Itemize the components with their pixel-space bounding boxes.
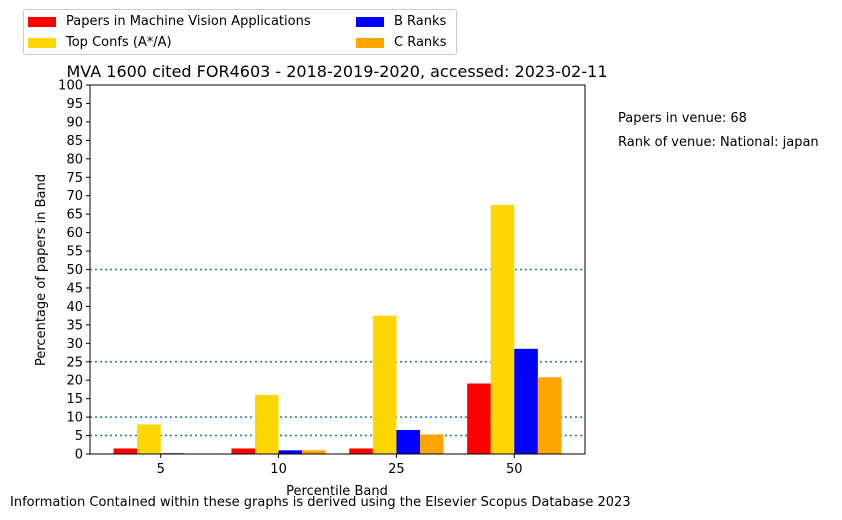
x-tick-label: 50 bbox=[506, 462, 523, 477]
y-tick-label: 70 bbox=[66, 189, 83, 204]
bar-s1-c0 bbox=[137, 424, 161, 454]
bar-s3-c2 bbox=[420, 434, 444, 454]
y-tick-label: 45 bbox=[66, 281, 83, 296]
footer-note: Information Contained within these graph… bbox=[10, 495, 631, 510]
legend-swatch-mva bbox=[28, 16, 56, 27]
legend-label-b-ranks: B Ranks bbox=[394, 14, 447, 29]
legend-item-top-confs: Top Confs (A*/A) bbox=[28, 35, 172, 51]
bar-s0-c3 bbox=[467, 383, 491, 454]
y-tick-label: 25 bbox=[66, 355, 83, 370]
y-tick-label: 50 bbox=[66, 263, 83, 278]
y-tick-label: 90 bbox=[66, 115, 83, 130]
rank-of-venue: Rank of venue: National: japan bbox=[618, 135, 819, 150]
bar-s3-c1 bbox=[302, 450, 326, 454]
bar-s1-c2 bbox=[372, 315, 397, 454]
y-tick-label: 95 bbox=[66, 97, 83, 112]
bar-s0-c0 bbox=[113, 448, 138, 454]
x-tick-label: 10 bbox=[270, 462, 287, 477]
bar-s2-c3 bbox=[514, 348, 538, 454]
legend-item-c-ranks: C Ranks bbox=[356, 35, 446, 51]
legend-item-b-ranks: B Ranks bbox=[356, 14, 446, 30]
y-axis-label: Percentage of papers in Band bbox=[34, 174, 49, 366]
legend-label-top-confs: Top Confs (A*/A) bbox=[66, 35, 172, 50]
papers-in-venue: Papers in venue: 68 bbox=[618, 111, 747, 126]
legend-swatch-c-ranks bbox=[356, 37, 384, 48]
y-tick-label: 80 bbox=[66, 152, 83, 167]
bar-s1-c3 bbox=[490, 204, 515, 454]
y-tick-label: 85 bbox=[66, 134, 83, 149]
y-tick-label: 5 bbox=[75, 429, 83, 444]
y-tick-label: 20 bbox=[66, 374, 83, 389]
x-axis: 5 10 25 50 bbox=[157, 454, 523, 477]
bar-s2-c2 bbox=[396, 430, 420, 454]
y-tick-label: 65 bbox=[66, 208, 83, 223]
bar-s2-c1 bbox=[278, 450, 303, 454]
legend-item-mva: Papers in Machine Vision Applications bbox=[28, 14, 311, 30]
y-tick-label: 35 bbox=[66, 318, 83, 333]
legend-swatch-top-confs bbox=[28, 37, 56, 48]
y-tick-label: 100 bbox=[58, 79, 83, 94]
y-tick-label: 30 bbox=[66, 337, 83, 352]
bar-s0-c1 bbox=[231, 448, 255, 454]
x-tick-label: 5 bbox=[157, 462, 165, 477]
y-tick-label: 55 bbox=[66, 245, 83, 260]
bar-s3-c3 bbox=[537, 377, 562, 454]
y-tick-label: 15 bbox=[66, 392, 83, 407]
y-tick-label: 10 bbox=[66, 411, 83, 426]
bar-s0-c2 bbox=[349, 448, 373, 454]
chart-title: MVA 1600 cited FOR4603 - 2018-2019-2020,… bbox=[67, 62, 608, 81]
bar-s1-c1 bbox=[255, 394, 279, 454]
legend-label-c-ranks: C Ranks bbox=[394, 35, 447, 50]
y-tick-label: 60 bbox=[66, 226, 83, 241]
legend: Papers in Machine Vision Applications To… bbox=[23, 9, 457, 55]
bars bbox=[113, 204, 562, 454]
legend-swatch-b-ranks bbox=[356, 16, 384, 27]
x-tick-label: 25 bbox=[388, 462, 405, 477]
legend-label-mva: Papers in Machine Vision Applications bbox=[66, 14, 311, 29]
y-tick-label: 0 bbox=[75, 448, 83, 463]
y-tick-label: 40 bbox=[66, 300, 83, 315]
y-axis: 0 5 10 15 20 25 30 35 40 45 50 55 60 65 70 75 80 85 90 95 10… bbox=[58, 79, 90, 463]
y-tick-label: 75 bbox=[66, 171, 83, 186]
x-axis-label: Percentile Band bbox=[286, 484, 388, 499]
